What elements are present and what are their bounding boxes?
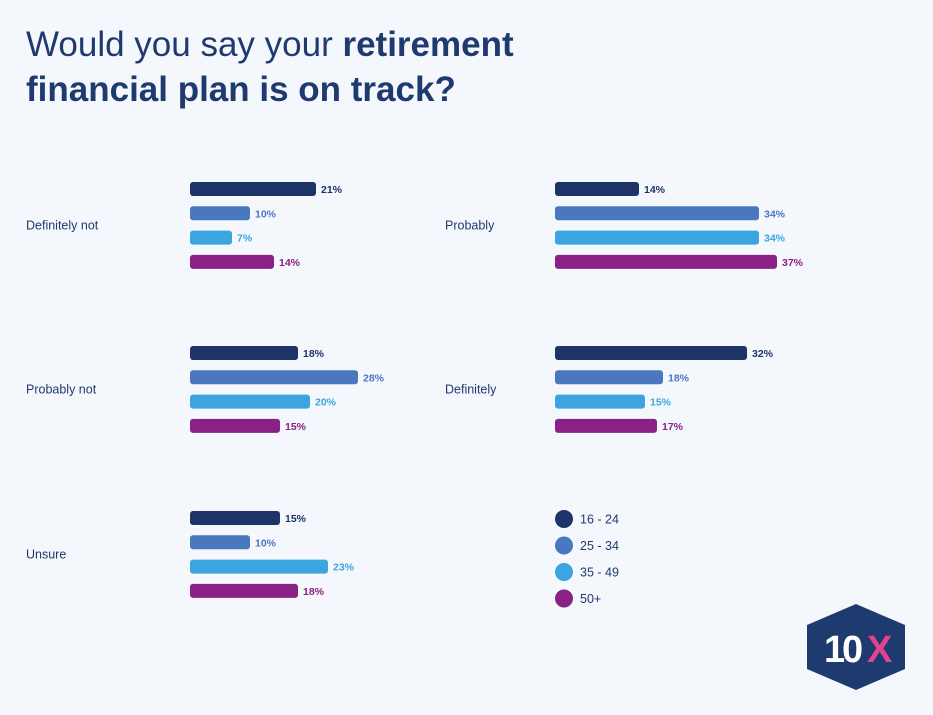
legend-swatch-50 bbox=[555, 589, 573, 608]
bar-probably-35-49 bbox=[555, 230, 759, 245]
legend-swatch-25-34 bbox=[555, 536, 573, 555]
data-label-definitely-not-16-24: 21% bbox=[321, 184, 343, 196]
bar-definitely-16-24 bbox=[555, 346, 747, 360]
bar-definitely-not-35-49 bbox=[190, 230, 232, 245]
chart-title: Would you say your retirement financial … bbox=[26, 22, 514, 112]
bar-probably-not-25-34 bbox=[190, 370, 358, 385]
data-label-probably-16-24: 14% bbox=[644, 184, 666, 196]
data-label-probably-not-25-34: 28% bbox=[363, 372, 385, 384]
group-label-probably: Probably bbox=[445, 218, 495, 232]
data-label-definitely-50: 17% bbox=[662, 421, 684, 433]
logo-zero: 0 bbox=[842, 629, 863, 671]
data-label-unsure-35-49: 23% bbox=[333, 562, 355, 574]
data-label-probably-50: 37% bbox=[782, 257, 804, 269]
title-part-3: financial plan is on track? bbox=[26, 70, 456, 109]
bar-probably-not-50 bbox=[190, 418, 280, 433]
data-label-definitely-35-49: 15% bbox=[650, 397, 672, 409]
data-label-probably-not-50: 15% bbox=[285, 421, 307, 433]
bar-unsure-16-24 bbox=[190, 511, 280, 525]
legend-swatch-35-49 bbox=[555, 563, 573, 581]
bar-unsure-25-34 bbox=[190, 535, 250, 550]
legend-label-50: 50+ bbox=[580, 592, 601, 606]
bar-probably-16-24 bbox=[555, 182, 639, 196]
10x-logo: 1 0 X bbox=[807, 604, 905, 690]
bar-definitely-35-49 bbox=[555, 394, 645, 409]
legend-label-35-49: 35 - 49 bbox=[580, 566, 619, 580]
data-label-definitely-not-25-34: 10% bbox=[255, 208, 277, 220]
data-label-probably-not-16-24: 18% bbox=[303, 348, 325, 360]
data-label-definitely-not-35-49: 7% bbox=[237, 233, 253, 245]
legend-label-16-24: 16 - 24 bbox=[580, 513, 619, 527]
logo-hexagon bbox=[807, 604, 905, 690]
bar-unsure-50 bbox=[190, 583, 298, 598]
logo-one: 1 bbox=[824, 629, 845, 671]
bar-definitely-25-34 bbox=[555, 370, 663, 385]
bar-unsure-35-49 bbox=[190, 559, 328, 574]
bar-definitely-not-50 bbox=[190, 254, 274, 269]
data-label-unsure-50: 18% bbox=[303, 586, 325, 598]
legend-swatch-16-24 bbox=[555, 510, 573, 528]
group-label-definitely: Definitely bbox=[445, 382, 497, 396]
group-label-unsure: Unsure bbox=[26, 547, 66, 561]
data-label-definitely-16-24: 32% bbox=[752, 348, 774, 360]
data-label-definitely-not-50: 14% bbox=[279, 257, 301, 269]
bar-definitely-not-25-34 bbox=[190, 206, 250, 221]
bar-definitely-50 bbox=[555, 418, 657, 433]
data-label-unsure-16-24: 15% bbox=[285, 513, 307, 525]
logo-x: X bbox=[867, 629, 893, 671]
group-label-definitely-not: Definitely not bbox=[26, 218, 99, 232]
group-label-probably-not: Probably not bbox=[26, 382, 97, 396]
data-label-definitely-25-34: 18% bbox=[668, 372, 690, 384]
bar-probably-not-16-24 bbox=[190, 346, 298, 360]
legend-label-25-34: 25 - 34 bbox=[580, 539, 619, 553]
bar-probably-not-35-49 bbox=[190, 394, 310, 409]
data-label-probably-not-35-49: 20% bbox=[315, 397, 337, 409]
bar-probably-50 bbox=[555, 254, 777, 269]
title-part-2: retirement bbox=[342, 25, 514, 64]
bar-probably-25-34 bbox=[555, 206, 759, 221]
data-label-probably-25-34: 34% bbox=[764, 208, 786, 220]
title-part-1: Would you say your bbox=[26, 25, 343, 64]
bar-definitely-not-16-24 bbox=[190, 182, 316, 196]
data-label-unsure-25-34: 10% bbox=[255, 537, 277, 549]
data-label-probably-35-49: 34% bbox=[764, 233, 786, 245]
